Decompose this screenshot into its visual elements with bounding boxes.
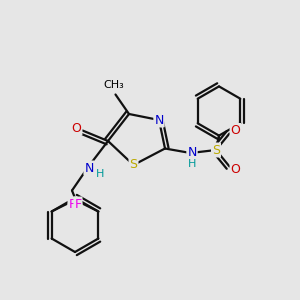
Text: S: S bbox=[130, 158, 137, 172]
Text: O: O bbox=[231, 124, 240, 137]
Text: F: F bbox=[74, 197, 82, 211]
Text: CH₃: CH₃ bbox=[103, 80, 124, 90]
Text: N: N bbox=[187, 146, 197, 160]
Text: N: N bbox=[154, 113, 164, 127]
Text: F: F bbox=[68, 197, 76, 211]
Text: N: N bbox=[84, 161, 94, 175]
Text: H: H bbox=[96, 169, 104, 179]
Text: S: S bbox=[212, 143, 220, 157]
Text: O: O bbox=[231, 163, 240, 176]
Text: H: H bbox=[188, 159, 196, 170]
Text: O: O bbox=[72, 122, 81, 135]
